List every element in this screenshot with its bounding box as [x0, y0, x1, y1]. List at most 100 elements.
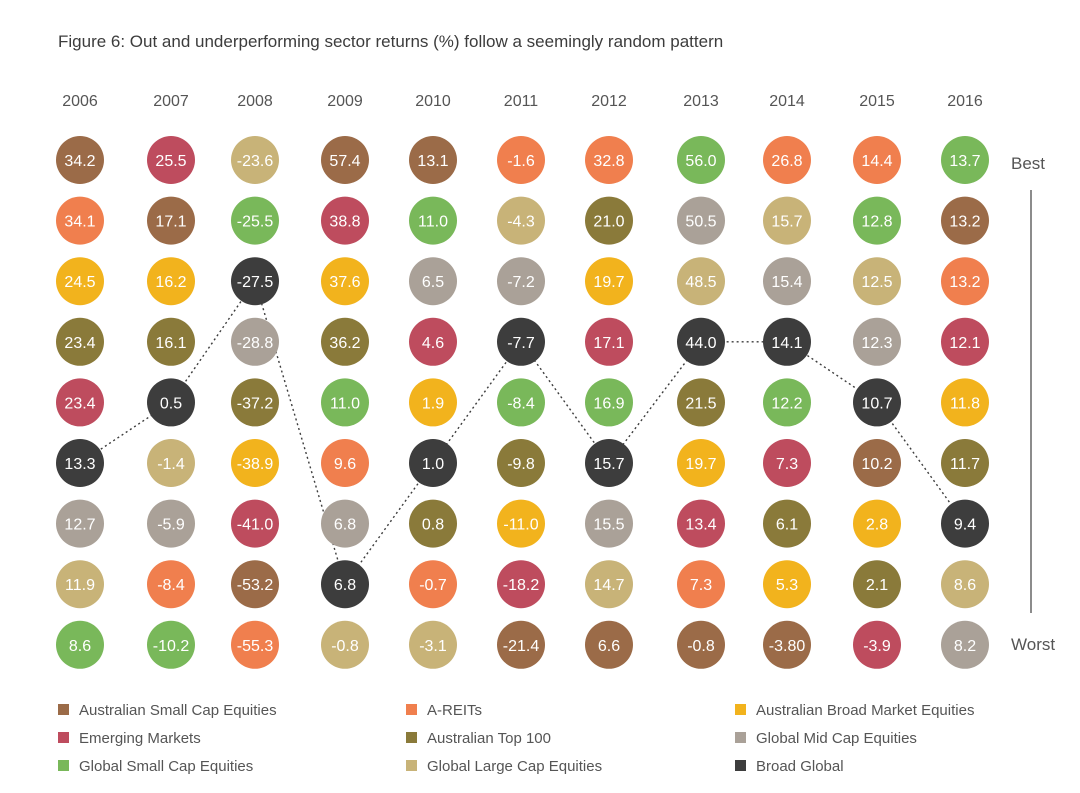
return-value: 15.7 [771, 214, 802, 231]
return-cell-2006-rank-9: 8.6 [56, 620, 104, 669]
return-value: -0.8 [331, 638, 359, 655]
return-cell-2012-rank-8: 14.7 [585, 560, 633, 609]
return-cell-2009-rank-1: 57.4 [321, 136, 369, 184]
return-cell-2015-rank-9: -3.9 [853, 620, 901, 669]
return-value: 16.9 [593, 395, 624, 412]
return-value: 0.8 [422, 517, 444, 534]
return-value: -3.9 [863, 638, 891, 655]
return-circle [321, 560, 369, 609]
return-circle [231, 196, 279, 245]
return-value: 12.8 [861, 214, 892, 231]
return-cell-2007-rank-5: 0.5 [147, 378, 195, 427]
return-cell-2006-rank-4: 23.4 [56, 317, 104, 366]
return-cell-2010-rank-8: -0.7 [409, 560, 457, 609]
return-circle [677, 378, 725, 427]
return-cell-2011-rank-6: -9.8 [497, 439, 545, 487]
return-circle [941, 620, 989, 669]
return-circle [497, 499, 545, 548]
return-value: -55.3 [237, 638, 274, 655]
return-value: -8.4 [157, 577, 185, 594]
legend-item-australian-broad-market-equities: Australian Broad Market Equities [735, 702, 974, 719]
return-cell-2008-rank-8: -53.2 [231, 560, 279, 609]
return-cell-2014-rank-7: 6.1 [763, 499, 811, 548]
return-circle [585, 136, 633, 184]
return-value: 25.5 [155, 153, 186, 170]
return-value: -8.4 [507, 395, 535, 412]
return-cell-2015-rank-5: 10.7 [853, 378, 901, 427]
return-circle [677, 317, 725, 366]
legend-item-emerging-markets: Emerging Markets [58, 730, 201, 747]
return-circle [147, 499, 195, 548]
return-circle [409, 136, 457, 184]
return-value: 1.0 [422, 456, 444, 473]
return-circle [763, 257, 811, 306]
return-cell-2014-rank-9: -3.80 [763, 620, 811, 669]
return-circle [147, 620, 195, 669]
legend-label: Global Small Cap Equities [79, 758, 253, 775]
return-circle [497, 378, 545, 427]
return-circle [853, 196, 901, 245]
return-value: 5.3 [776, 577, 798, 594]
return-cell-2012-rank-9: 6.6 [585, 620, 633, 669]
return-circle [147, 136, 195, 184]
return-circle [147, 257, 195, 306]
return-value: -1.6 [507, 153, 535, 170]
return-circle [763, 439, 811, 487]
return-circle [231, 378, 279, 427]
return-value: 9.4 [954, 517, 976, 534]
return-value: 7.3 [776, 456, 798, 473]
return-circle [941, 378, 989, 427]
return-value: 15.4 [771, 274, 802, 291]
return-cell-2014-rank-3: 15.4 [763, 257, 811, 306]
return-value: 21.0 [593, 214, 624, 231]
return-circle [321, 317, 369, 366]
return-circle [941, 560, 989, 609]
legend-swatch [406, 704, 417, 715]
year-label-2016: 2016 [947, 93, 983, 110]
return-cell-2010-rank-6: 1.0 [409, 439, 457, 487]
return-value: 57.4 [329, 153, 360, 170]
return-cell-2013-rank-9: -0.8 [677, 620, 725, 669]
return-circle [497, 317, 545, 366]
legend-swatch [735, 704, 746, 715]
return-circle [853, 560, 901, 609]
return-value: 15.5 [593, 517, 624, 534]
return-circle [941, 257, 989, 306]
return-circle [231, 136, 279, 184]
return-cell-2015-rank-2: 12.8 [853, 196, 901, 245]
return-circle [941, 499, 989, 548]
return-cell-2010-rank-5: 1.9 [409, 378, 457, 427]
return-value: 13.2 [949, 214, 980, 231]
return-circle [497, 257, 545, 306]
return-value: 34.1 [64, 214, 95, 231]
return-value: 12.7 [64, 517, 95, 534]
return-circle [231, 620, 279, 669]
worst-label: Worst [1011, 635, 1055, 654]
return-circle [56, 317, 104, 366]
return-value: 2.1 [866, 577, 888, 594]
return-cell-2016-rank-4: 12.1 [941, 317, 989, 366]
return-value: -18.2 [503, 577, 540, 594]
return-value: -9.8 [507, 456, 535, 473]
legend-label: Australian Broad Market Equities [756, 702, 974, 719]
return-circle [409, 560, 457, 609]
return-cell-2011-rank-2: -4.3 [497, 196, 545, 245]
return-value: 19.7 [593, 274, 624, 291]
return-circle [585, 560, 633, 609]
return-cell-2016-rank-3: 13.2 [941, 257, 989, 306]
return-cell-2015-rank-1: 14.4 [853, 136, 901, 184]
return-circle [321, 439, 369, 487]
year-label-2008: 2008 [237, 93, 273, 110]
return-value: 23.4 [64, 335, 95, 352]
return-cell-2009-rank-7: 6.8 [321, 499, 369, 548]
legend-item-a-reits: A-REITs [406, 702, 482, 719]
return-cell-2014-rank-5: 12.2 [763, 378, 811, 427]
legend-label: A-REITs [427, 702, 482, 719]
return-circle [763, 620, 811, 669]
return-value: -41.0 [237, 517, 274, 534]
chart-title: Figure 6: Out and underperforming sector… [58, 32, 724, 51]
return-value: -1.4 [157, 456, 185, 473]
return-circle [763, 378, 811, 427]
return-cell-2013-rank-8: 7.3 [677, 560, 725, 609]
